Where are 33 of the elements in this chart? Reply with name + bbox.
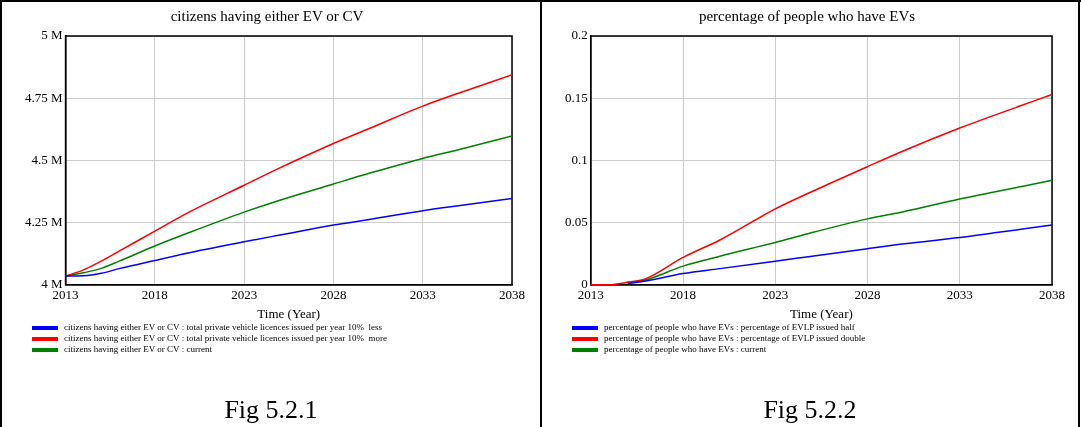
- legend-label: percentage of people who have EVs : percentage of EVLP issued double: [604, 333, 866, 344]
- legend-label: percentage of people who have EVs : percentage of EVLP issued half: [604, 322, 855, 333]
- caption: Fig 5.2.1: [223, 395, 319, 425]
- caption: Fig 5.2.2: [762, 395, 858, 425]
- y-tick-label: 4.25 M: [25, 214, 63, 230]
- y-tick-label: 0.05: [565, 214, 588, 230]
- x-tick-label: 2023: [762, 287, 789, 303]
- y-tick-label: 0.1: [571, 151, 588, 167]
- x-tick-label: 2018: [670, 287, 696, 303]
- legend-label: citizens having either EV or CV : current: [64, 344, 212, 355]
- line-series: [64, 197, 513, 277]
- legend-label: citizens having either EV or CV : total private vehicle licences issued per year 10% less: [64, 322, 383, 333]
- chart-title: percentage of people who have EVs: [698, 7, 916, 24]
- y-tick-label: 4.75 M: [25, 89, 63, 105]
- x-tick-label: 2028: [854, 287, 881, 303]
- x-tick-label: 2038: [1039, 287, 1065, 303]
- x-axis-title: Time (Year): [789, 305, 853, 321]
- line-series: [64, 74, 513, 277]
- y-tick-label: 0.2: [571, 27, 588, 43]
- x-tick-label: 2033: [946, 287, 973, 303]
- y-tick-label: 0.15: [565, 89, 588, 105]
- chart-title: citizens having either EV or CV: [170, 7, 364, 24]
- x-tick-label: 2018: [141, 287, 168, 303]
- x-tick-label: 2033: [409, 287, 436, 303]
- x-tick-label: 2038: [499, 287, 525, 303]
- y-tick-label: 4.5 M: [31, 151, 63, 167]
- x-tick-label: 2023: [231, 287, 258, 303]
- line-series: [626, 224, 1053, 285]
- x-tick-label: 2028: [320, 287, 347, 303]
- x-axis-title: Time (Year): [257, 305, 321, 321]
- y-tick-label: 5 M: [41, 27, 63, 43]
- legend-label: citizens having either EV or CV : total private vehicle licences issued per year 10% more: [64, 333, 388, 344]
- legend-label: percentage of people who have EVs : current: [604, 344, 767, 355]
